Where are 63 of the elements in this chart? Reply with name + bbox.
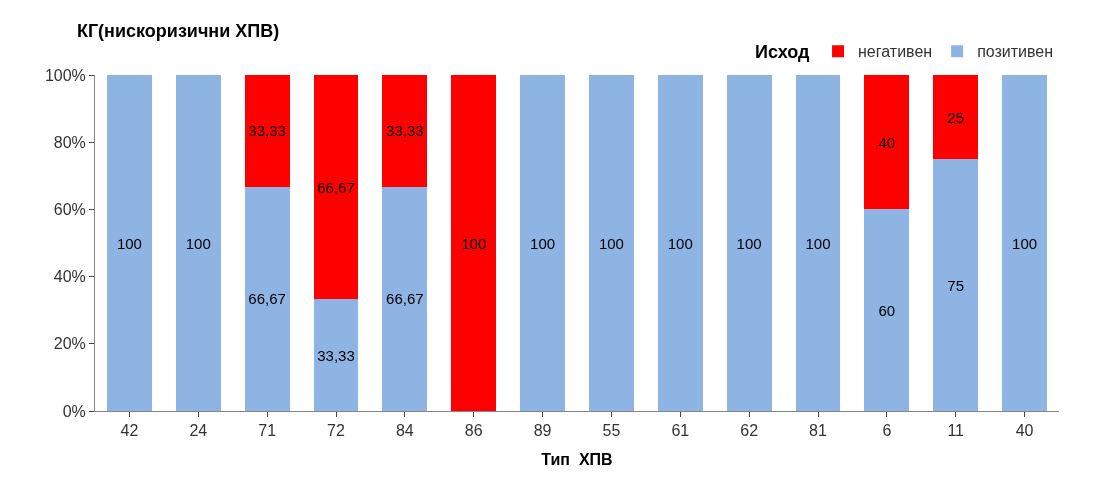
x-tick-label: 81 — [809, 422, 827, 440]
data-label: 100 — [1012, 234, 1038, 252]
bar — [726, 75, 772, 411]
y-tick-label: 100% — [44, 66, 86, 84]
x-tick-label: 40 — [1015, 422, 1034, 440]
bar — [864, 209, 910, 411]
legend-label: позитивен — [977, 43, 1054, 61]
bar — [382, 75, 428, 187]
data-label: 33,33 — [317, 346, 355, 364]
bar — [244, 186, 290, 411]
bar — [382, 186, 428, 411]
data-label: 100 — [736, 234, 762, 252]
bar — [451, 75, 497, 411]
data-label: 100 — [185, 234, 211, 252]
bar — [244, 75, 290, 187]
bar — [175, 75, 221, 411]
data-label: 25 — [947, 108, 965, 126]
bar — [795, 75, 841, 411]
legend-label: негативен — [858, 43, 933, 61]
x-tick-label: 6 — [882, 422, 892, 440]
data-label: 60 — [878, 301, 896, 319]
bar — [657, 75, 703, 411]
x-tick-label: 84 — [395, 422, 414, 440]
x-axis-title: Тип ХПВ — [541, 450, 613, 468]
data-label: 100 — [116, 234, 142, 252]
y-tick-label: 0% — [62, 402, 86, 420]
data-label: 100 — [667, 234, 693, 252]
data-label: 66,67 — [386, 290, 424, 308]
data-label: 40 — [878, 133, 896, 151]
bar — [933, 75, 979, 159]
data-label: 33,33 — [386, 122, 424, 140]
data-label: 75 — [947, 276, 965, 294]
bar — [589, 75, 634, 411]
x-tick-label: 24 — [189, 422, 208, 440]
y-tick-label: 20% — [53, 335, 86, 353]
y-tick-label: 40% — [53, 268, 86, 286]
bar — [864, 75, 910, 210]
bar — [933, 159, 979, 411]
data-label: 66,67 — [317, 178, 355, 196]
x-tick-label: 72 — [327, 422, 345, 440]
x-tick-label: 55 — [602, 422, 621, 440]
bar — [313, 75, 359, 300]
bar — [520, 75, 565, 411]
bar — [107, 75, 152, 411]
data-label: 100 — [598, 234, 624, 252]
data-label: 100 — [805, 234, 831, 252]
data-label: 66,67 — [248, 290, 286, 308]
data-label: 33,33 — [248, 122, 286, 140]
x-tick-label: 11 — [947, 422, 965, 440]
x-tick-label: 89 — [533, 422, 552, 440]
x-tick-label: 71 — [258, 422, 277, 440]
x-tick-label: 86 — [464, 422, 483, 440]
x-tick-label: 42 — [120, 422, 139, 440]
y-tick-label: 80% — [53, 133, 86, 151]
legend-title: Исход — [755, 41, 811, 62]
x-tick-label: 62 — [740, 422, 759, 440]
y-tick-label: 60% — [53, 201, 86, 218]
x-tick-label: 61 — [671, 422, 690, 440]
bar — [313, 299, 359, 411]
chart-title: КГ(нискоризични ХПВ) — [76, 21, 280, 42]
data-label: 100 — [530, 234, 556, 252]
bar — [1002, 75, 1047, 411]
data-label: 100 — [461, 234, 487, 252]
